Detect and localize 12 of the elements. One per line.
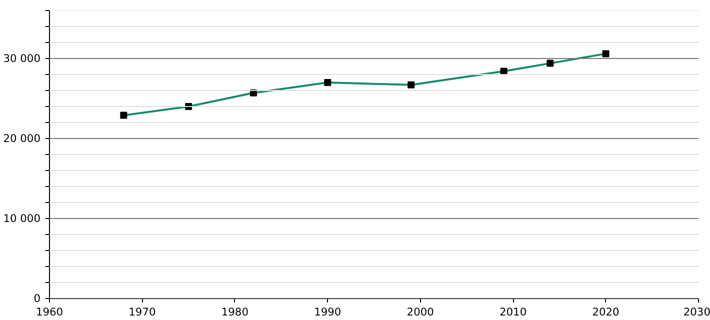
y-tick-label: 10 000 [3, 212, 41, 225]
x-tick-label: 2030 [683, 306, 710, 318]
x-tick-label: 1980 [221, 306, 249, 318]
x-tick-label: 2010 [500, 306, 527, 318]
x-tick-label: 2020 [592, 306, 620, 318]
x-tick-label: 1970 [128, 306, 156, 318]
y-tick-label: 20 000 [3, 132, 41, 145]
x-tick-label: 1990 [314, 306, 342, 318]
x-tick-label: 1960 [36, 306, 64, 318]
y-tick-label: 0 [34, 292, 41, 305]
x-tick-label: 2000 [406, 306, 434, 318]
y-tick-label: 30 000 [3, 52, 41, 65]
